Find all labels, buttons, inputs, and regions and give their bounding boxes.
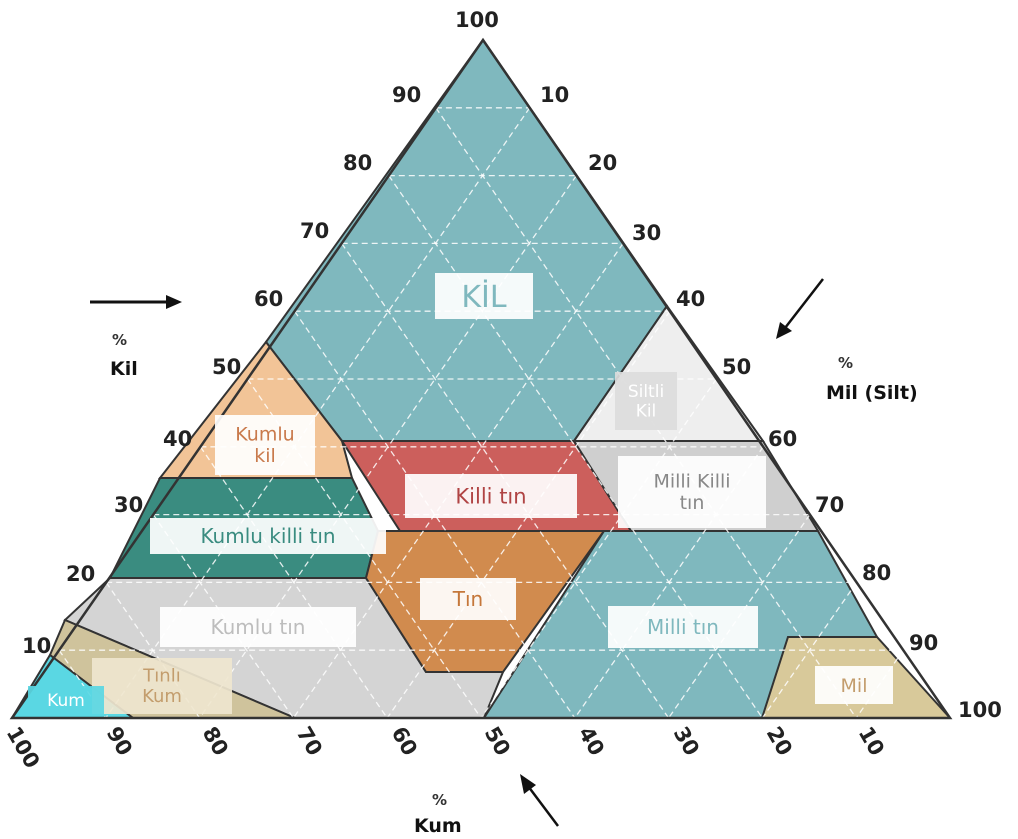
clay-tick-90: 90 [392,83,421,107]
silt-tick-90: 90 [909,631,938,655]
clay-tick-20: 20 [66,562,95,586]
sand-tick-30: 30 [669,723,704,760]
sand-axis-percent: % [432,791,447,809]
clay-tick-30: 30 [114,493,143,517]
clay-axis-title: Kil [110,358,138,380]
silt-tick-100: 100 [958,698,1002,722]
outer-triangle-border [9,37,953,720]
sand-tick-60: 60 [387,723,422,760]
clay-direction-arrow-icon [90,295,182,309]
region-label-tinli-kum: Tınlı Kum [142,666,182,708]
region-label-kumlu-kil: Kumlu kil [235,423,294,467]
region-label-box-kumlu-killi-tin [150,518,386,554]
silt-tick-40: 40 [676,287,705,311]
region-label-box-kumlu-kil [215,415,315,475]
clay-tick-10: 10 [22,634,51,658]
region-label-box-tin [420,578,516,620]
sand-tick-100: 100 [2,723,45,773]
region-label-box-siltli-kil [615,372,677,430]
triangle-outline [9,37,953,720]
region-label-kum: Kum [47,691,85,711]
silt-tick-60: 60 [768,427,797,451]
region-label-milli-killi-tin: Milli Killi tın [653,470,730,514]
region-label-box-tinli-kum [92,658,232,714]
region-label-box-killi-tin [405,474,577,518]
region-label-mil: Mil [841,675,868,697]
sand-tick-80: 80 [198,723,233,760]
region-label-kumlu-killi-tin: Kumlu killi tın [200,524,335,548]
region-label-kil: KİL [461,279,507,315]
clay-tick-50: 50 [212,355,241,379]
silt-tick-50: 50 [722,355,751,379]
clay-tick-60: 60 [254,287,283,311]
grid-line-falling [105,107,531,719]
clay-tick-80: 80 [343,151,372,175]
grid-line-falling [480,378,718,719]
silt-tick-20: 20 [588,151,617,175]
region-label-kumlu-tin: Kumlu tın [211,615,306,639]
region-label-siltli-kil: Siltli Kil [628,382,664,422]
sand-tick-10: 10 [854,723,889,760]
sand-tick-50: 50 [480,723,515,760]
sand-axis-title: Kum [414,815,462,837]
region-label-box-kil [435,273,533,319]
silt-direction-arrow-icon [776,278,824,339]
silt-tick-30: 30 [632,221,661,245]
region-label-box-kum [28,686,104,714]
region-label-box-milli-killi-tin [618,456,766,528]
region-label-box-mil [815,666,893,704]
silt-tick-70: 70 [815,493,844,517]
clay-tick-100: 100 [455,8,499,32]
region-label-killi-tin: Killi tın [455,485,526,509]
region-label-tin: Tın [452,587,483,611]
clay-tick-70: 70 [300,219,329,243]
sand-tick-40: 40 [574,723,609,760]
region-labels-layer: KİL Siltli Kil Kumlu kil Killi tın Milli Killi… [28,273,893,714]
region-label-box-kumlu-tin [160,607,356,647]
silt-axis-title: Mil (Silt) [826,382,918,404]
sand-tick-20: 20 [762,723,797,760]
silt-axis-percent: % [838,354,853,372]
grid-line-rising [58,649,107,719]
sand-tick-90: 90 [102,723,137,760]
clay-tick-40: 40 [163,427,192,451]
silt-tick-10: 10 [540,83,569,107]
silt-tick-80: 80 [862,561,891,585]
region-label-box-milli-tin [608,606,758,648]
sand-direction-arrow-icon [520,774,559,827]
region-label-milli-tin: Milli tın [647,615,719,639]
clay-axis-percent: % [112,331,127,349]
sand-tick-70: 70 [292,723,327,760]
